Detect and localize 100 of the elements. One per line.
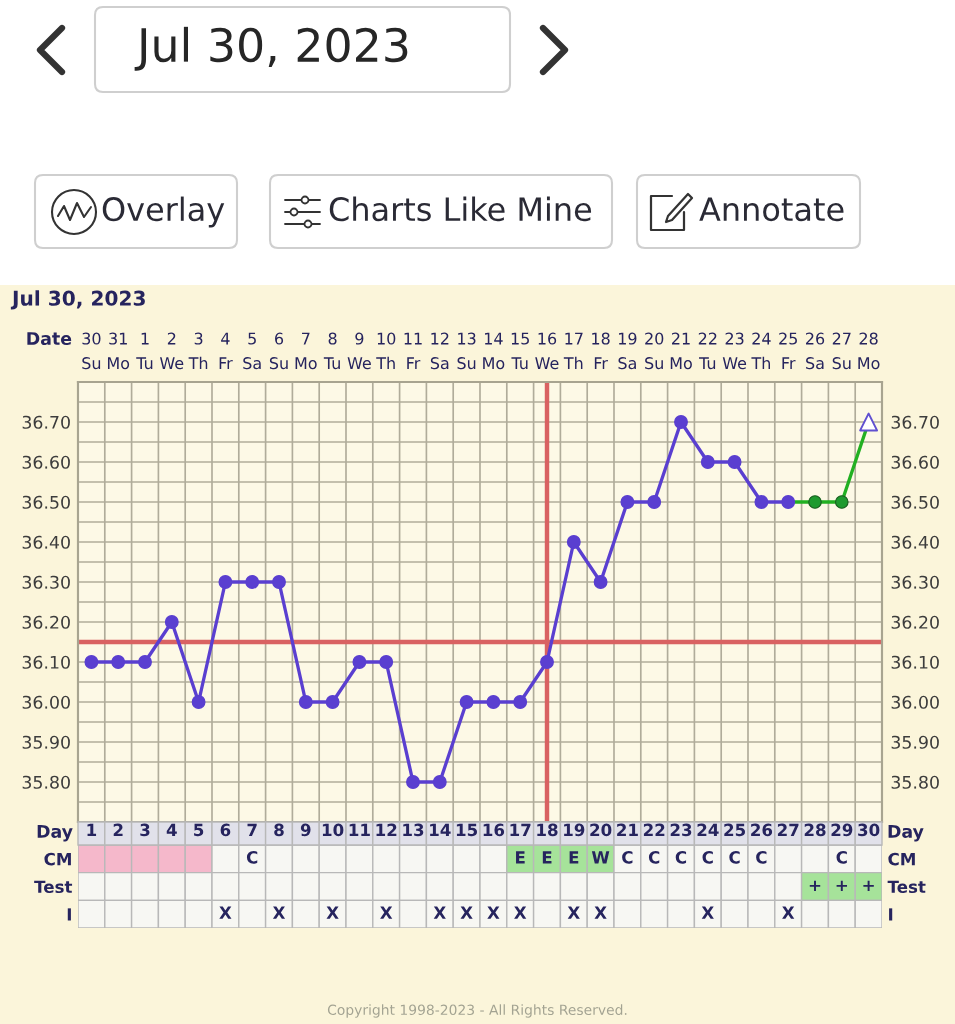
x-tick-label: 30 bbox=[858, 823, 880, 837]
x-tick-label: 3 bbox=[140, 823, 150, 837]
x-tick-label: 24 bbox=[697, 823, 719, 836]
point bbox=[298, 695, 313, 709]
x-tick-label: 1 bbox=[87, 823, 97, 836]
text: X bbox=[326, 906, 339, 919]
point bbox=[834, 495, 849, 509]
y-tick-label: 36.10 bbox=[22, 655, 70, 669]
y-tick-label: 36.40 bbox=[22, 535, 70, 549]
x-tick-label: 26 bbox=[751, 823, 773, 837]
x-tick-label: 14 bbox=[430, 823, 451, 836]
point bbox=[459, 695, 474, 709]
text: C bbox=[702, 851, 713, 864]
point bbox=[754, 495, 769, 509]
text: Day bbox=[888, 825, 924, 842]
text: C bbox=[836, 851, 847, 864]
point bbox=[406, 775, 420, 789]
x-tick-label: 22 Tu bbox=[698, 332, 717, 370]
x-tick-label: 1 Tu bbox=[136, 332, 153, 370]
text: E bbox=[542, 851, 552, 864]
x-tick-label: 9 We bbox=[347, 332, 371, 370]
text: X bbox=[380, 906, 393, 919]
x-tick-label: 31 Mo bbox=[107, 332, 130, 370]
point bbox=[647, 495, 662, 509]
x-tick-label: 21 Mo bbox=[670, 332, 692, 370]
x-tick-label: 11 bbox=[349, 823, 370, 836]
x-axis-title: Day bbox=[37, 825, 73, 842]
x-tick-label: 15 bbox=[456, 823, 478, 837]
point bbox=[138, 655, 152, 669]
x-tick-label: 19 Sa bbox=[618, 332, 637, 370]
x-tick-label: 28 bbox=[804, 823, 826, 837]
x-tick-label: 8 bbox=[274, 823, 284, 837]
y-tick-label: 36.60 bbox=[22, 455, 70, 469]
text: X bbox=[701, 906, 714, 919]
x-tick-label: 5 Sa bbox=[243, 332, 261, 370]
x-tick-label: 27 bbox=[777, 823, 799, 836]
x-tick-label: 12 Sa bbox=[430, 332, 449, 370]
x-tick-label: 26 Sa bbox=[806, 332, 825, 370]
y-tick-label: 36.00 bbox=[22, 695, 70, 709]
text: + bbox=[809, 880, 821, 892]
text: X bbox=[272, 906, 286, 919]
x-tick-label: 3 Th bbox=[188, 332, 208, 369]
x-tick-label: 9 bbox=[300, 823, 311, 837]
text: Annotate bbox=[699, 197, 844, 222]
text: X bbox=[782, 906, 795, 919]
x-tick-label: 7 bbox=[247, 823, 257, 836]
x-tick-label: 4 bbox=[166, 823, 177, 836]
point bbox=[700, 455, 715, 469]
point bbox=[325, 695, 340, 709]
y-tick-label: Test bbox=[887, 880, 926, 894]
text: X bbox=[487, 906, 500, 919]
x-tick-label: 19 bbox=[564, 823, 585, 837]
point bbox=[164, 615, 179, 629]
x-tick-label: 6 bbox=[220, 823, 231, 837]
x-tick-label: 4 Fr bbox=[219, 332, 233, 369]
point bbox=[674, 415, 688, 429]
x-tick-label: 25 bbox=[724, 823, 746, 837]
point bbox=[727, 455, 742, 469]
point bbox=[486, 695, 501, 709]
text: C bbox=[729, 851, 740, 864]
text: X bbox=[514, 906, 527, 919]
x-tick-label: 2 We bbox=[159, 332, 184, 370]
text: X bbox=[219, 906, 232, 919]
x-tick-label: 16 bbox=[483, 823, 505, 837]
text: + bbox=[863, 880, 874, 892]
text: C bbox=[622, 851, 633, 864]
text: C bbox=[246, 851, 258, 864]
x-tick-label: 7 Mo bbox=[295, 332, 317, 370]
x-tick-label: 14 Mo bbox=[483, 332, 505, 370]
y-tick-label: CM bbox=[888, 852, 915, 866]
x-tick-label: 23 We bbox=[722, 332, 747, 370]
text: Copyright 1998-2023 - All Rights Reserved. bbox=[327, 1004, 627, 1018]
x-tick-label: 18 bbox=[537, 823, 558, 837]
y-tick-label: 36.50 bbox=[22, 495, 70, 509]
point bbox=[566, 535, 581, 549]
x-tick-label: 6 Su bbox=[269, 332, 288, 370]
x-tick-label: 2 bbox=[113, 823, 123, 836]
x-tick-label: 16 We bbox=[535, 332, 559, 370]
point bbox=[432, 775, 447, 789]
x-tick-label: 10 bbox=[322, 823, 344, 837]
chart-title: Jul 30, 2023 bbox=[10, 290, 145, 310]
x-tick-label: 13 bbox=[403, 823, 424, 837]
text: C bbox=[756, 851, 767, 864]
y-tick-label: 35.90 bbox=[22, 735, 70, 749]
text: X bbox=[460, 906, 473, 919]
point bbox=[272, 575, 286, 589]
x-tick-label: 28 Mo bbox=[858, 332, 880, 370]
x-tick-label: 17 bbox=[510, 823, 531, 836]
x-tick-label: 17 Th bbox=[563, 332, 583, 369]
text: X bbox=[433, 906, 446, 919]
text: + bbox=[836, 880, 848, 892]
point bbox=[84, 655, 99, 669]
y-tick-label: 36.30 bbox=[22, 575, 70, 589]
point bbox=[808, 495, 822, 509]
x-tick-label: 12 bbox=[376, 823, 397, 836]
x-tick-label: 27 Su bbox=[832, 332, 851, 370]
point bbox=[218, 575, 233, 589]
text: Jul 30, 2023 bbox=[134, 26, 408, 71]
x-tick-label: 21 bbox=[617, 823, 638, 836]
point bbox=[781, 495, 796, 509]
